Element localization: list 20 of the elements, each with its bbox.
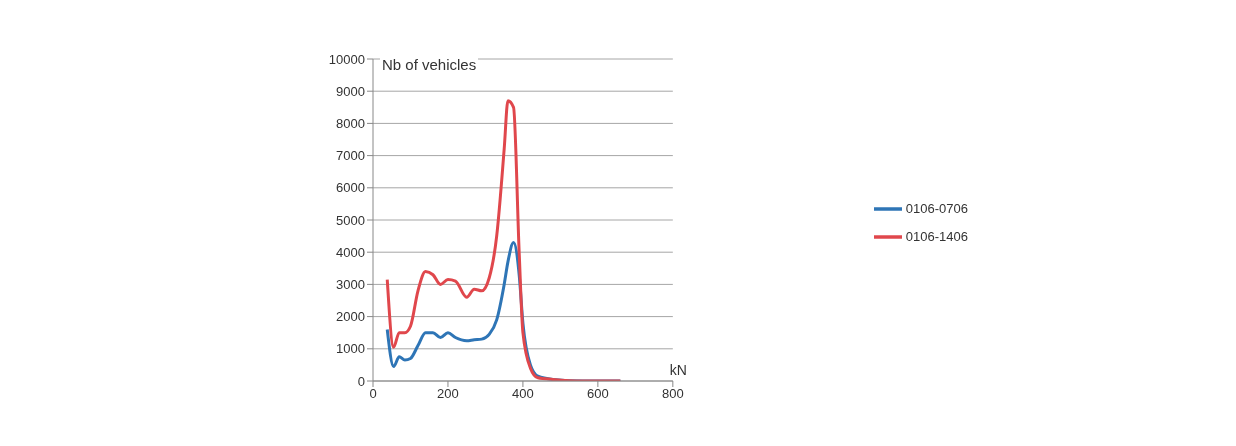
y-tick-label: 0 [357,373,365,389]
x-tick-label: 200 [437,386,459,402]
legend-label: 0106-1406 [905,229,968,245]
x-axis-title: kN [669,361,687,378]
y-tick-label: 2000 [336,309,365,325]
x-tick-label: 800 [661,386,684,402]
y-tick-label: 9000 [336,83,365,99]
y-tick-label: 8000 [336,116,365,132]
y-axis-title: Nb of vehicles [380,56,479,73]
x-tick-label: 600 [587,386,609,402]
y-tick-label: 7000 [336,148,365,164]
x-tick-label: 0 [369,386,377,402]
y-tick-label: 4000 [336,244,365,260]
y-tick-label: 1000 [336,341,365,357]
y-tick-label: 6000 [336,180,365,196]
x-tick-label: 400 [512,386,534,402]
y-tick-label: 5000 [336,212,365,228]
y-tick-label: 3000 [336,277,365,293]
legend-label: 0106-0706 [905,201,968,217]
y-tick-label: 10000 [328,51,365,67]
